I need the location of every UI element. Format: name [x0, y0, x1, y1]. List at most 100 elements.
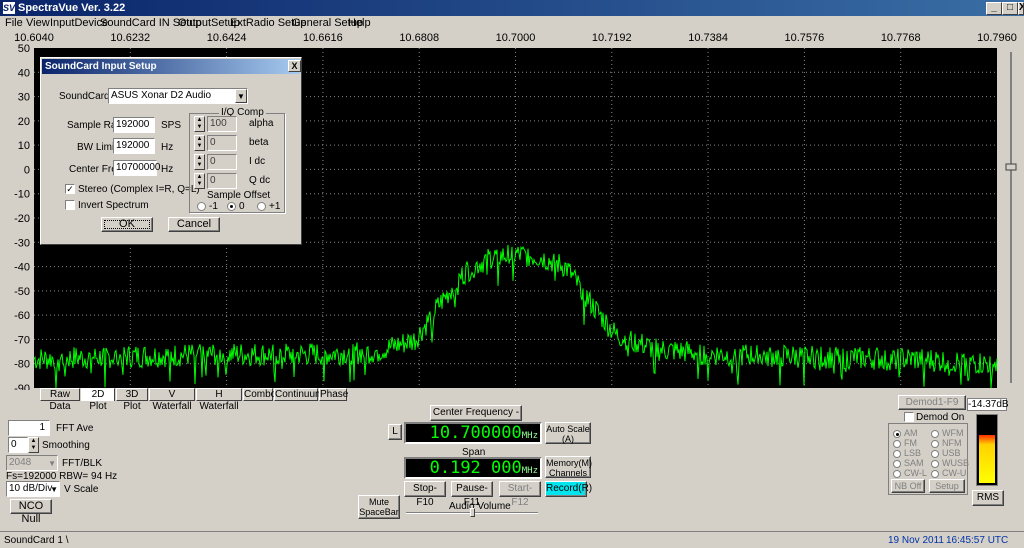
iq-value-field[interactable]: 0 — [207, 154, 237, 170]
mode-radio-wfm[interactable] — [931, 430, 939, 438]
dialog-title: SoundCard Input Setup X — [42, 59, 301, 74]
menu-file[interactable]: File — [5, 17, 23, 29]
iq-label: Q dc — [249, 175, 271, 186]
y-tick-label: -70 — [14, 334, 30, 346]
mode-radio-fm[interactable] — [893, 440, 901, 448]
tab-combo[interactable]: Combo — [243, 388, 277, 401]
x-tick-label: 10.6424 — [207, 32, 247, 44]
fft-blk-select[interactable]: 2048 ▼ — [6, 455, 58, 471]
y-tick-label: -40 — [14, 262, 30, 274]
mode-radio-usb[interactable] — [931, 450, 939, 458]
rms-button[interactable]: RMS — [972, 490, 1004, 506]
iq-comp-title: I/Q Comp — [219, 107, 266, 118]
soundcard-select[interactable]: ASUS Xonar D2 Audio ▼ — [108, 88, 248, 104]
pause-button[interactable]: Pause-F11 — [451, 481, 493, 508]
smoothing-label: Smoothing — [42, 440, 90, 451]
tab-h-waterfall[interactable]: H Waterfall — [196, 388, 242, 412]
offset-0-radio[interactable] — [227, 202, 236, 211]
l-button[interactable]: L — [388, 424, 402, 440]
offset-minus1-radio[interactable] — [197, 202, 206, 211]
tab-raw-data[interactable]: Raw Data — [40, 388, 80, 412]
minimize-button[interactable]: _ — [986, 2, 1002, 15]
iq-spinner[interactable]: ▲ ▼ — [194, 116, 205, 132]
status-bar: SoundCard 1 \ 19 Nov 2011 16:45:57 UTC — [0, 531, 1024, 548]
start-button[interactable]: Start-F12 — [499, 481, 541, 508]
iq-value-field[interactable]: 0 — [207, 135, 237, 151]
stop-button[interactable]: Stop-F10 — [404, 481, 446, 508]
stereo-checkbox[interactable]: ✓ — [65, 184, 75, 194]
mode-radio-lsb[interactable] — [893, 450, 901, 458]
cancel-button[interactable]: Cancel — [168, 217, 220, 232]
bw-limit-label: BW Limit — [77, 142, 117, 153]
mode-label: WUSB — [942, 458, 969, 468]
maximize-button[interactable]: □ — [1002, 2, 1018, 15]
demod-button[interactable]: Demod1-F9 — [898, 395, 966, 410]
level-readout: -14.37dB — [967, 398, 1009, 411]
fs-rbw-text: Fs=192000 RBW= 94 Hz — [6, 471, 118, 482]
menu-view[interactable]: View — [26, 17, 50, 29]
tab-v-waterfall[interactable]: V Waterfall — [149, 388, 195, 412]
y-tick-label: 30 — [18, 92, 30, 104]
x-tick-label: 10.7192 — [592, 32, 632, 44]
mode-radio-wusb[interactable] — [931, 460, 939, 468]
center-freq-unit: Hz — [161, 164, 174, 175]
mode-radio-cw-u[interactable] — [931, 470, 939, 478]
nb-off-button[interactable]: NB Off — [891, 479, 925, 493]
center-freq-input[interactable]: 10700000 — [113, 160, 161, 176]
span-display[interactable]: 0.192 000MHz — [404, 457, 542, 479]
mode-label: USB — [942, 448, 961, 458]
tab-2d-plot[interactable]: 2D Plot — [81, 388, 115, 412]
iq-value-field[interactable]: 100 — [207, 116, 237, 132]
setup-button[interactable]: Setup — [929, 479, 965, 493]
invert-spectrum-checkbox[interactable] — [65, 200, 75, 210]
mode-label: NFM — [942, 438, 962, 448]
audio-volume-thumb[interactable] — [470, 508, 475, 517]
auto-scale-button[interactable]: Auto Scale (A) — [545, 422, 591, 444]
menu-inputdevice[interactable]: InputDevice — [50, 17, 109, 29]
iq-spinner[interactable]: ▲ ▼ — [194, 173, 205, 189]
offset-plus1-label: +1 — [269, 201, 281, 212]
smoothing-spinner[interactable]: ▲ ▼ — [28, 437, 39, 453]
menu-extradio-setup[interactable]: ExtRadio Setup — [230, 17, 307, 29]
vscale-select[interactable]: 10 dB/Div ▼ — [6, 481, 60, 497]
nco-null-button[interactable]: NCO Null — [10, 499, 52, 525]
iq-spinner[interactable]: ▲ ▼ — [194, 135, 205, 151]
memory-channels-button[interactable]: Memory(M) Channels — [545, 456, 592, 478]
offset-minus1-label: -1 — [209, 201, 218, 212]
mode-radio-sam[interactable] — [893, 460, 901, 468]
mode-radio-nfm[interactable] — [931, 440, 939, 448]
app-icon: SV — [3, 2, 16, 14]
x-tick-label: 10.6808 — [399, 32, 439, 44]
tab-phase[interactable]: Phase — [319, 388, 349, 401]
center-frequency-button[interactable]: Center Frequency - Ins — [430, 405, 522, 432]
zoom-slider-thumb[interactable] — [1005, 163, 1017, 171]
smoothing-input[interactable]: 0 — [8, 437, 28, 453]
sample-rate-input[interactable]: 192000 — [113, 117, 155, 133]
tab-3d-plot[interactable]: 3D Plot — [116, 388, 148, 412]
mode-label: FM — [904, 438, 917, 448]
menu-general-setup[interactable]: General Setup — [292, 17, 363, 29]
offset-plus1-radio[interactable] — [257, 202, 266, 211]
bw-limit-input[interactable]: 192000 — [113, 138, 155, 154]
sample-offset-title: Sample Offset — [207, 190, 271, 201]
sample-rate-unit: SPS — [161, 120, 182, 131]
menu-output-setup[interactable]: OutputSetup — [178, 17, 240, 29]
close-window-button[interactable]: X — [1018, 2, 1024, 15]
dialog-close-button[interactable]: X — [288, 60, 301, 72]
record-button[interactable]: Record(R) — [545, 481, 592, 497]
menu-soundcard-setup[interactable]: SoundCard IN Setup — [100, 17, 202, 29]
iq-value-field[interactable]: 0 — [207, 173, 237, 189]
iq-spinner[interactable]: ▲ ▼ — [194, 154, 205, 170]
mode-label: LSB — [904, 448, 922, 458]
mode-radio-am[interactable] — [893, 430, 901, 438]
demod-on-checkbox[interactable] — [904, 412, 914, 422]
mode-radio-cw-l[interactable] — [893, 470, 901, 478]
y-tick-label: -60 — [14, 310, 30, 322]
tab-continuum[interactable]: Continuum — [274, 388, 324, 401]
center-frequency-display[interactable]: 10.700000MHz — [404, 422, 542, 444]
mute-button[interactable]: Mute SpaceBar — [358, 495, 400, 519]
fft-ave-input[interactable]: 1 — [8, 420, 50, 436]
invert-spectrum-label: Invert Spectrum — [78, 200, 149, 211]
ok-button[interactable]: OK — [101, 217, 153, 232]
menu-help[interactable]: Help — [348, 17, 371, 29]
